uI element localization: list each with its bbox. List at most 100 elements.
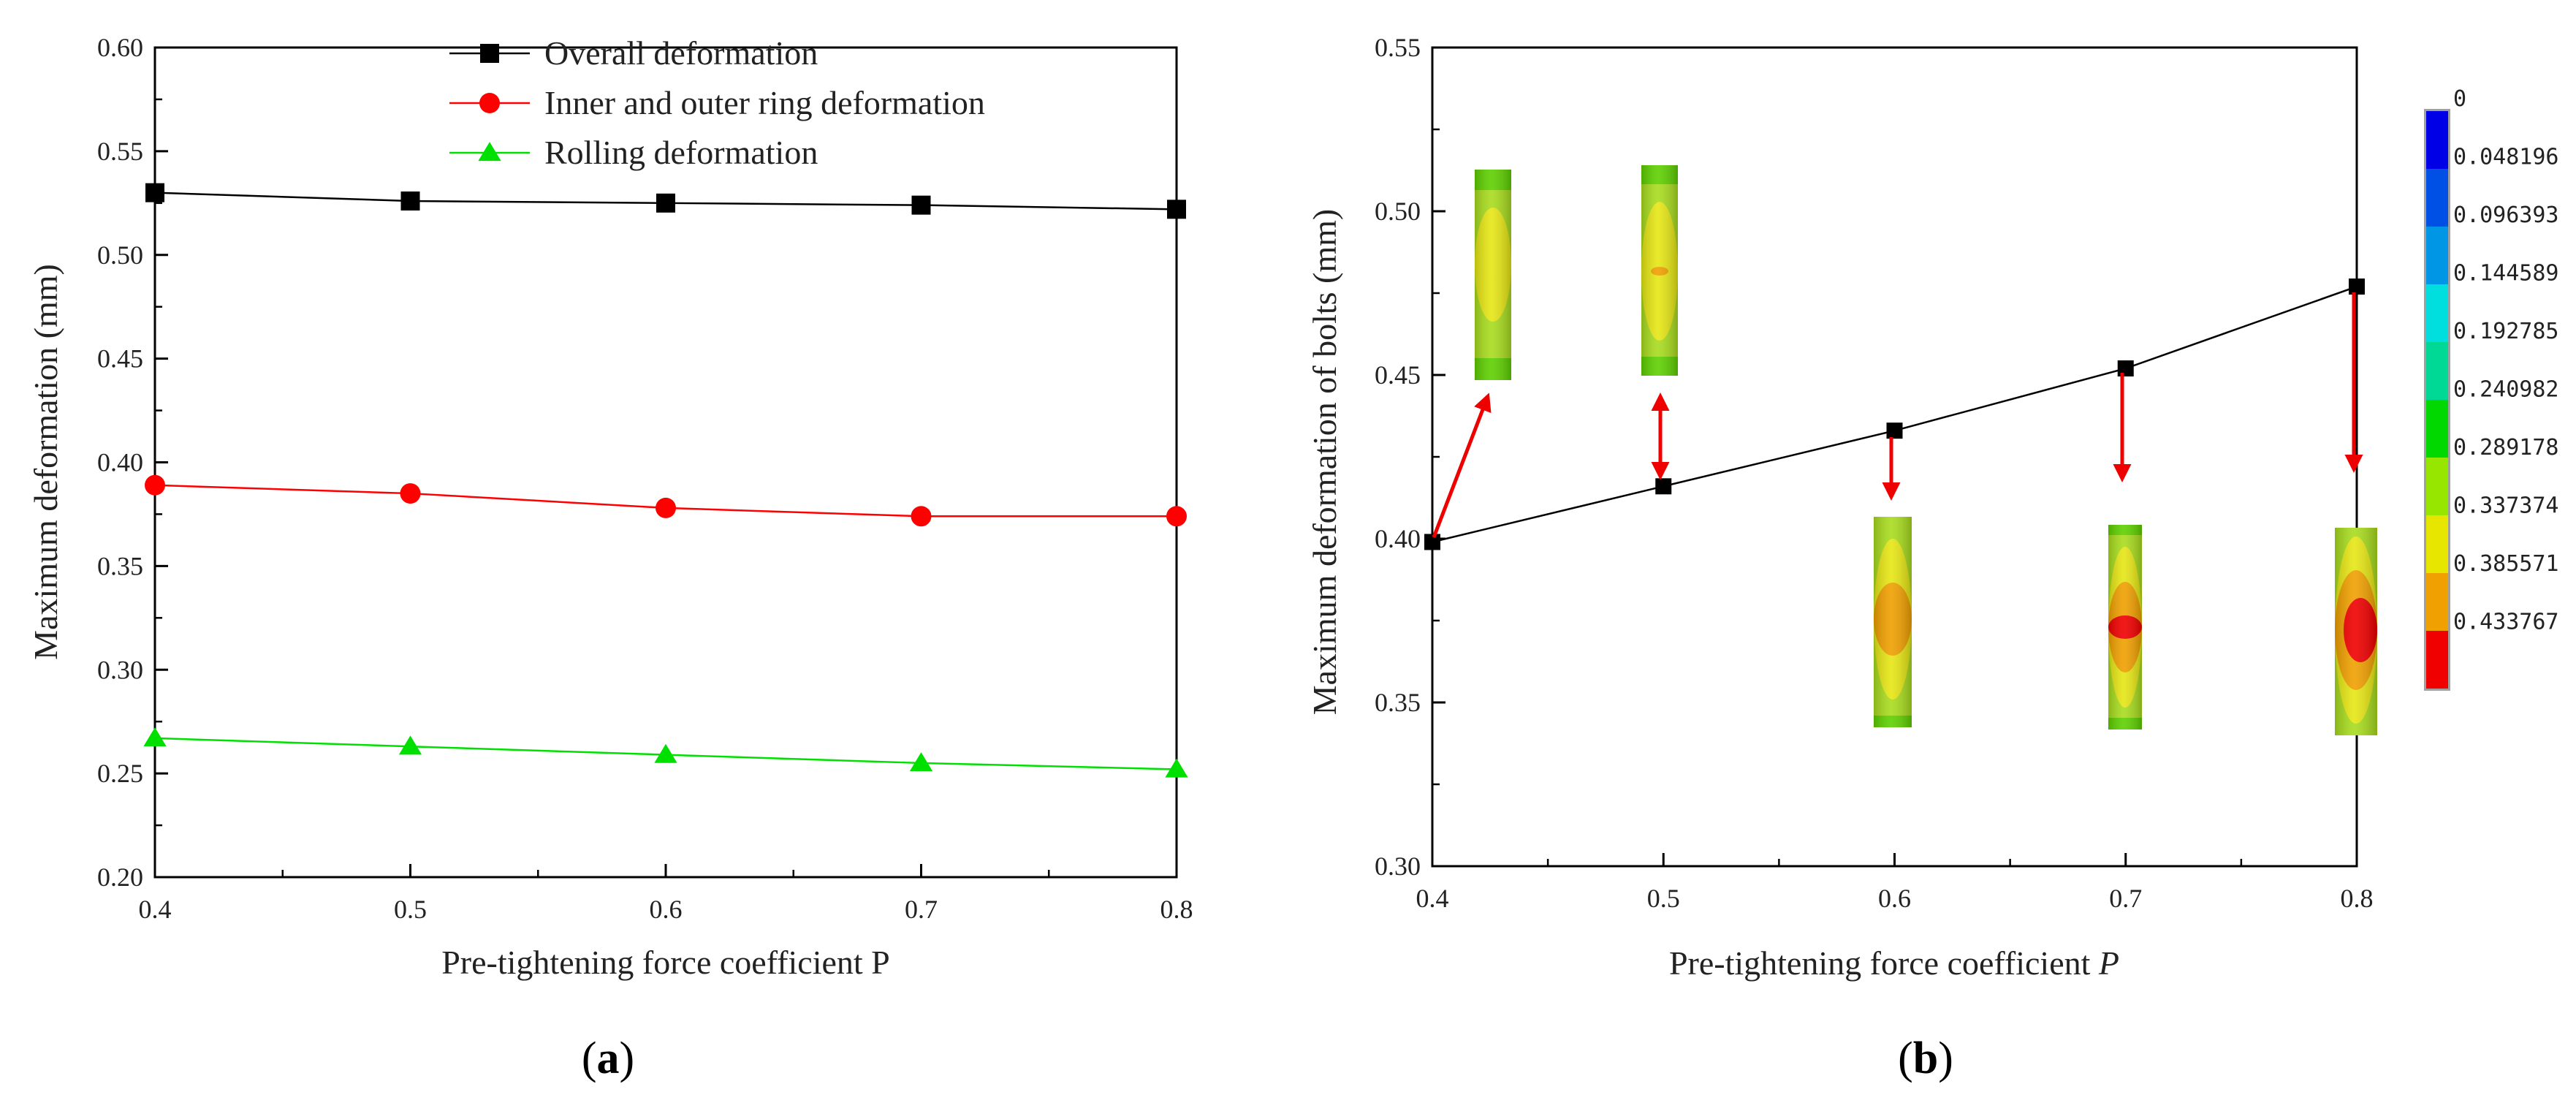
data-point <box>1655 478 1672 495</box>
y-tick-label: 0.30 <box>97 655 143 684</box>
colorbar-label: 0 <box>2453 86 2466 112</box>
colorbar-band <box>2426 284 2448 342</box>
bolt-shading <box>1641 165 1678 376</box>
colorbar-label: 0.385571 <box>2453 551 2559 577</box>
bolt-shading <box>2108 525 2142 729</box>
chart-a-y-ticks: 0.20 0.25 0.30 0.35 0.40 0.45 0.50 0.55 0.60 <box>97 33 168 892</box>
y-tick-label: 0.25 <box>97 759 143 788</box>
colorbar-band <box>2426 169 2448 227</box>
x-tick-label: 0.7 <box>2109 884 2142 913</box>
x-tick-label: 0.6 <box>650 895 683 924</box>
data-point <box>398 735 422 755</box>
data-point <box>656 497 676 518</box>
chart-a: 0.20 0.25 0.30 0.35 0.40 0.45 0.50 0.55 0.60 0.4… <box>27 33 1193 1083</box>
data-point <box>909 752 933 772</box>
chart-b-x-axis-title: Pre-tightening force coefficient P <box>1669 944 2119 982</box>
colorbar-band <box>2426 227 2448 284</box>
legend-label: Rolling deformation <box>544 134 818 171</box>
data-point <box>1886 422 1903 439</box>
x-tick-label: 0.5 <box>1647 884 1680 913</box>
chart-b: 0.30 0.35 0.40 0.45 0.50 0.55 0.4 0.5 0.6 0.7 0.8 <box>1306 33 2559 1083</box>
legend-label: Inner and outer ring deformation <box>544 84 985 121</box>
data-point <box>2349 278 2365 295</box>
y-tick-label: 0.20 <box>97 863 143 892</box>
colorbar-label: 0.337374 <box>2453 493 2559 519</box>
y-tick-label: 0.40 <box>1375 524 1421 553</box>
x-tick-label: 0.8 <box>1160 895 1193 924</box>
colorbar-band <box>2426 458 2448 515</box>
y-tick-label: 0.45 <box>1375 360 1421 390</box>
chart-a-y-axis-title: Maximum deformation (mm) <box>27 264 64 660</box>
chart-b-series <box>1424 278 2365 550</box>
chart-b-panel-label: (b) <box>1898 1034 1953 1083</box>
data-point <box>400 191 420 211</box>
y-tick-label: 0.40 <box>97 448 143 477</box>
chart-b-plot-area <box>1431 46 2358 868</box>
data-point <box>145 183 164 202</box>
chart-b-x-ticks: 0.4 0.5 0.6 0.7 0.8 <box>1416 853 2374 913</box>
x-tick-label: 0.6 <box>1878 884 1911 913</box>
colorbar-label: 0.192785 <box>2453 319 2559 344</box>
colorbar-band <box>2426 573 2448 631</box>
colorbar-band <box>2426 111 2448 169</box>
bolt-render-0.7 <box>2108 525 2142 729</box>
chart-b-y-axis-title: Maximum deformation of bolts (mm) <box>1306 209 1343 715</box>
y-tick-label: 0.30 <box>1375 852 1421 881</box>
colorbar-label: 0.240982 <box>2453 377 2559 403</box>
chart-a-x-ticks: 0.4 0.5 0.6 0.7 0.8 <box>139 864 1193 924</box>
y-tick-label: 0.45 <box>97 344 143 374</box>
data-point <box>400 483 421 504</box>
colorbar-label: 0.433767 <box>2453 610 2559 635</box>
data-point <box>1166 506 1187 527</box>
legend-marker <box>480 44 499 63</box>
data-point <box>143 727 167 747</box>
data-point <box>1424 534 1440 550</box>
colorbar-band <box>2426 631 2448 689</box>
bolt-shading <box>2335 528 2377 735</box>
y-tick-label: 0.50 <box>1375 197 1421 226</box>
y-tick-label: 0.55 <box>1375 33 1421 62</box>
series-line-0 <box>1432 285 2357 543</box>
data-point <box>911 195 931 215</box>
chart-b-y-ticks: 0.30 0.35 0.40 0.45 0.50 0.55 <box>1375 33 1445 881</box>
y-tick-label: 0.60 <box>97 33 143 62</box>
legend-marker <box>479 93 500 113</box>
chart-a-legend: Overall deformation Inner and outer ring … <box>449 34 985 171</box>
bolt-shading <box>1874 517 1912 727</box>
chart-a-series <box>143 183 1188 778</box>
y-tick-label: 0.55 <box>97 137 143 166</box>
data-point <box>654 743 677 763</box>
colorbar-label: 0.289178 <box>2453 435 2559 460</box>
y-tick-label: 0.35 <box>1375 688 1421 717</box>
colorbar-band <box>2426 342 2448 400</box>
colorbar-label: 0.144589 <box>2453 261 2559 287</box>
bolt-render-0.6 <box>1874 517 1912 727</box>
data-point <box>656 193 675 213</box>
data-point <box>2117 360 2134 377</box>
chart-a-panel-label: (a) <box>582 1034 634 1083</box>
colorbar-label: 0.096393 <box>2453 202 2559 228</box>
chart-a-x-axis-title: Pre-tightening force coefficient P <box>441 944 890 981</box>
data-point <box>911 506 932 527</box>
colorbar-band <box>2426 515 2448 573</box>
y-tick-label: 0.35 <box>97 551 143 580</box>
x-tick-label: 0.4 <box>1416 884 1449 913</box>
x-tick-label: 0.4 <box>139 895 172 924</box>
bolt-shading <box>1475 170 1511 380</box>
colorbar-label: 0.048196 <box>2453 145 2559 170</box>
chart-b-annotations <box>1432 292 2363 538</box>
data-point <box>1165 758 1188 778</box>
y-tick-label: 0.50 <box>97 240 143 270</box>
annotation-arrow-0.4 <box>1432 393 1492 538</box>
colorbar-band <box>2426 400 2448 458</box>
bolt-render-0.8 <box>2335 528 2377 735</box>
legend-marker <box>478 142 501 162</box>
data-point <box>1167 200 1186 219</box>
data-point <box>145 474 165 496</box>
legend-label: Overall deformation <box>544 34 818 72</box>
x-tick-label: 0.7 <box>905 895 938 924</box>
chart-b-colorbar: 0 0.048196 0.096393 0.144589 0.192785 0.24098… <box>2424 86 2559 691</box>
bolt-render-0.5 <box>1641 165 1678 376</box>
x-tick-label: 0.5 <box>394 895 427 924</box>
